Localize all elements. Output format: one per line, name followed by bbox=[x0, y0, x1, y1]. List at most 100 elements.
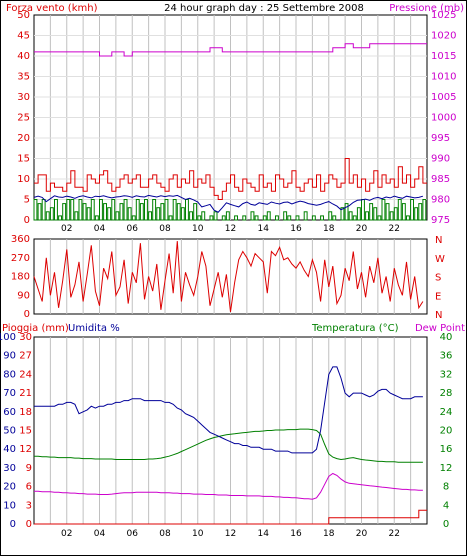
wind-bar bbox=[49, 207, 54, 221]
pressure-y-tick-label: 990 bbox=[431, 154, 450, 165]
climate-x-tick-label: 16 bbox=[290, 529, 302, 539]
wind-bar bbox=[90, 199, 95, 221]
bottom-panel-label-dewpoint: Dew Point bbox=[415, 323, 465, 334]
wind-bar bbox=[82, 203, 87, 221]
wind-bar bbox=[86, 207, 91, 221]
pressure-line bbox=[34, 43, 427, 57]
wind-y-tick-label: 0 bbox=[24, 215, 30, 226]
pressure-y-tick-label: 1025 bbox=[431, 10, 456, 21]
pressure-y-tick-label: 1015 bbox=[431, 51, 456, 62]
wind-bar bbox=[250, 211, 255, 221]
dew-point-line bbox=[34, 472, 423, 500]
wind-bar bbox=[348, 211, 353, 221]
wind-bar bbox=[54, 199, 58, 221]
rain-y-tick-label: 21 bbox=[19, 388, 32, 399]
wind-bar bbox=[393, 207, 398, 221]
rain-y-tick-label: 27 bbox=[19, 351, 32, 362]
humidity-y-tick-label: 90 bbox=[3, 351, 16, 362]
top-panel-left-label: Forza vento (kmh) bbox=[6, 3, 98, 14]
climate-x-tick-label: 04 bbox=[94, 529, 106, 539]
humidity-y-tick-label: 70 bbox=[3, 388, 16, 399]
wind-y-tick-label: 30 bbox=[17, 92, 30, 103]
wind-bar bbox=[377, 215, 382, 221]
rain-y-tick-label: 6 bbox=[26, 482, 32, 493]
humidity-y-tick-label: 100 bbox=[0, 332, 16, 343]
direction-y-tick-label: 0 bbox=[24, 309, 30, 320]
top-panel-right-label: Pressione (mb) bbox=[389, 3, 464, 14]
wind-bar bbox=[99, 199, 103, 221]
rain-y-tick-label: 0 bbox=[26, 519, 32, 530]
wind-bar bbox=[340, 207, 345, 221]
wind-bar bbox=[422, 199, 427, 221]
rain-y-tick-label: 18 bbox=[19, 407, 32, 418]
humidity-y-tick-label: 20 bbox=[3, 482, 16, 493]
wind-bar bbox=[225, 211, 230, 221]
bottom-panel-label-humidity: Umidita % bbox=[68, 323, 120, 334]
temperature-y-tick-label: 32 bbox=[440, 369, 453, 380]
humidity-y-tick-label: 80 bbox=[3, 369, 16, 380]
direction-cardinal-label: N bbox=[435, 310, 442, 321]
wind-x-tick-label: 02 bbox=[61, 224, 72, 234]
wind-bar bbox=[189, 211, 194, 221]
temperature-y-tick-label: 20 bbox=[440, 426, 453, 437]
rain-line bbox=[34, 509, 427, 525]
temperature-y-tick-label: 8 bbox=[443, 482, 449, 493]
wind-y-tick-label: 10 bbox=[17, 174, 30, 185]
direction-y-tick-label: 180 bbox=[11, 272, 30, 283]
pressure-y-tick-label: 1020 bbox=[431, 31, 456, 42]
wind-bar bbox=[287, 215, 292, 221]
temperature-y-tick-label: 36 bbox=[440, 351, 453, 362]
wind-y-tick-label: 15 bbox=[17, 154, 30, 165]
humidity-y-tick-label: 40 bbox=[3, 444, 16, 455]
wind-x-tick-label: 14 bbox=[258, 224, 270, 234]
wind-bar bbox=[295, 215, 300, 221]
wind-x-tick-label: 16 bbox=[290, 224, 302, 234]
wind-bar bbox=[66, 199, 71, 221]
wind-bar bbox=[418, 203, 423, 221]
wind-bar bbox=[352, 215, 357, 221]
temperature-y-tick-label: 40 bbox=[440, 332, 453, 343]
humidity-y-tick-label: 30 bbox=[3, 463, 16, 474]
wind-bar bbox=[160, 203, 165, 221]
temperature-y-tick-label: 28 bbox=[440, 388, 453, 399]
wind-bar bbox=[397, 199, 402, 221]
wind-bar bbox=[414, 207, 419, 221]
direction-cardinal-label: W bbox=[435, 254, 445, 265]
wind-bar bbox=[410, 199, 415, 221]
rain-y-tick-label: 24 bbox=[19, 369, 32, 380]
wind-bar bbox=[311, 215, 316, 221]
rain-y-tick-label: 9 bbox=[26, 463, 32, 474]
wind-bar bbox=[275, 215, 279, 221]
wind-y-tick-label: 50 bbox=[17, 10, 30, 21]
wind-x-tick-label: 18 bbox=[323, 224, 335, 234]
wind-bar bbox=[406, 215, 410, 221]
wind-bar bbox=[127, 207, 132, 221]
temperature-y-tick-label: 4 bbox=[443, 500, 449, 511]
climate-x-tick-label: 20 bbox=[356, 529, 368, 539]
rain-y-tick-label: 15 bbox=[19, 426, 32, 437]
wind-bar bbox=[144, 199, 148, 221]
wind-bar bbox=[266, 211, 271, 221]
wind-bar bbox=[213, 211, 218, 221]
wind-bar bbox=[123, 199, 128, 221]
wind-bar bbox=[103, 203, 107, 221]
wind-bar bbox=[385, 203, 390, 221]
wind-bar bbox=[62, 203, 67, 221]
wind-bar bbox=[221, 215, 226, 221]
wind-average-line bbox=[33, 194, 424, 213]
wind-bar bbox=[373, 207, 378, 221]
wind-gust-line bbox=[34, 158, 427, 200]
wind-bar bbox=[148, 211, 153, 221]
temperature-line bbox=[34, 428, 423, 463]
climate-x-tick-label: 06 bbox=[127, 529, 139, 539]
wind-bar bbox=[58, 215, 62, 221]
direction-y-tick-label: 270 bbox=[11, 253, 30, 264]
pressure-y-tick-label: 980 bbox=[431, 195, 450, 206]
direction-cardinal-label: N bbox=[435, 235, 442, 246]
wind-bar bbox=[209, 215, 214, 221]
wind-x-tick-label: 10 bbox=[192, 224, 204, 234]
wind-bar bbox=[344, 203, 349, 221]
climate-x-tick-label: 14 bbox=[258, 529, 270, 539]
wind-x-tick-label: 22 bbox=[389, 224, 400, 234]
